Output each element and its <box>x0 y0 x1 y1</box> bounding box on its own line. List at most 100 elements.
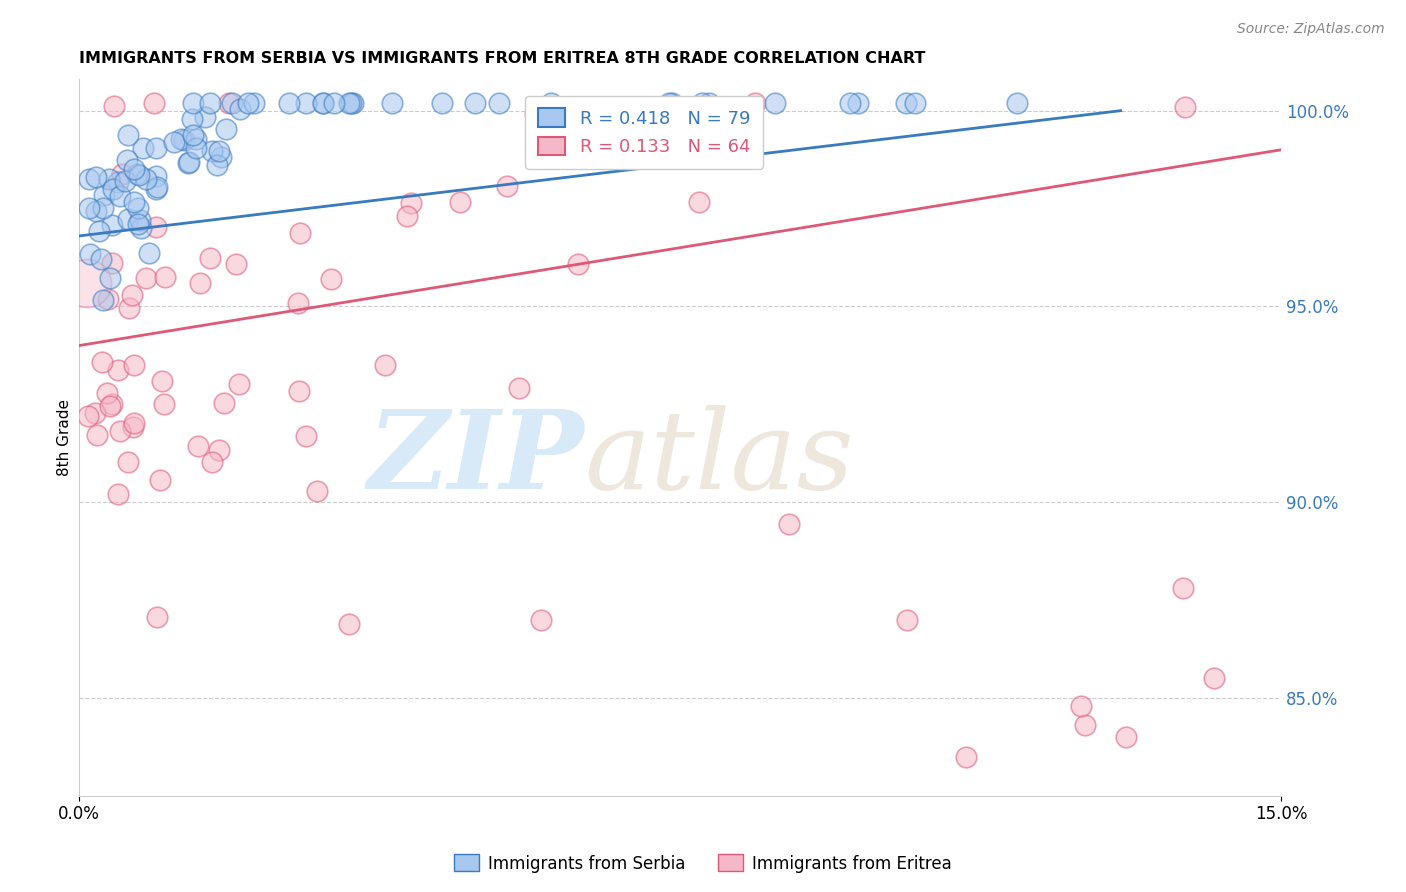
Point <box>146 180 169 194</box>
Point <box>135 171 157 186</box>
Point <box>155 270 177 285</box>
Point <box>153 397 176 411</box>
Point <box>381 95 404 110</box>
Point <box>214 396 236 410</box>
Point <box>287 296 309 310</box>
Point <box>225 257 247 271</box>
Point <box>1115 730 1137 744</box>
Point <box>508 382 530 396</box>
Point <box>181 128 204 142</box>
Point <box>488 95 510 110</box>
Point <box>744 95 766 110</box>
Point <box>295 429 318 443</box>
Point <box>201 455 224 469</box>
Point <box>163 136 186 150</box>
Point <box>187 439 209 453</box>
Point <box>127 202 149 216</box>
Point <box>288 226 311 240</box>
Point <box>122 161 145 176</box>
Point <box>188 276 211 290</box>
Point <box>107 486 129 500</box>
Point <box>209 150 232 164</box>
Point <box>117 454 139 468</box>
Point <box>1171 581 1194 595</box>
Point <box>101 256 124 270</box>
Point <box>108 424 131 438</box>
Point <box>86 169 108 184</box>
Point <box>77 201 100 215</box>
Point <box>117 128 139 143</box>
Point <box>1204 671 1226 685</box>
Point <box>101 182 124 196</box>
Point <box>149 473 172 487</box>
Point <box>464 95 486 110</box>
Point <box>529 613 551 627</box>
Point <box>118 301 141 316</box>
Point <box>661 95 683 110</box>
Point <box>894 95 917 110</box>
Point <box>198 251 221 265</box>
Point <box>77 409 100 424</box>
Point <box>374 358 396 372</box>
Point <box>98 399 121 413</box>
Point <box>201 144 224 158</box>
Point <box>1174 100 1197 114</box>
Point <box>904 95 927 110</box>
Point <box>127 217 149 231</box>
Point <box>90 252 112 266</box>
Point <box>342 95 364 110</box>
Point <box>117 153 139 167</box>
Point <box>763 95 786 110</box>
Point <box>399 196 422 211</box>
Point <box>97 292 120 306</box>
Point <box>323 95 346 110</box>
Point <box>692 95 714 110</box>
Point <box>145 182 167 196</box>
Point <box>108 188 131 202</box>
Point <box>449 195 471 210</box>
Point <box>146 610 169 624</box>
Point <box>93 188 115 202</box>
Point <box>150 374 173 388</box>
Y-axis label: 8th Grade: 8th Grade <box>58 399 72 476</box>
Point <box>312 95 335 110</box>
Text: atlas: atlas <box>583 405 853 513</box>
Point <box>129 221 152 235</box>
Point <box>177 154 200 169</box>
Point <box>524 106 547 120</box>
Point <box>107 363 129 377</box>
Point <box>236 95 259 110</box>
Point <box>135 270 157 285</box>
Point <box>122 358 145 372</box>
Point <box>184 131 207 145</box>
Point <box>170 132 193 146</box>
Point <box>142 95 165 110</box>
Point <box>312 95 335 110</box>
Point <box>839 95 862 110</box>
Point <box>101 397 124 411</box>
Point <box>337 95 360 110</box>
Point <box>540 95 562 110</box>
Point <box>117 211 139 226</box>
Point <box>778 516 800 531</box>
Point <box>1070 698 1092 713</box>
Point <box>221 95 243 110</box>
Point <box>145 141 167 155</box>
Point <box>101 218 124 232</box>
Point <box>955 749 977 764</box>
Point <box>121 288 143 302</box>
Point <box>688 195 710 210</box>
Point <box>395 209 418 223</box>
Point <box>110 167 132 181</box>
Point <box>176 155 198 169</box>
Point <box>846 95 869 110</box>
Point <box>1007 95 1029 110</box>
Point <box>183 95 205 110</box>
Point <box>295 95 318 110</box>
Point <box>307 484 329 499</box>
Point <box>215 121 238 136</box>
Point <box>129 213 152 227</box>
Text: IMMIGRANTS FROM SERBIA VS IMMIGRANTS FROM ERITREA 8TH GRADE CORRELATION CHART: IMMIGRANTS FROM SERBIA VS IMMIGRANTS FRO… <box>79 51 925 66</box>
Point <box>83 407 105 421</box>
Point <box>319 272 342 286</box>
